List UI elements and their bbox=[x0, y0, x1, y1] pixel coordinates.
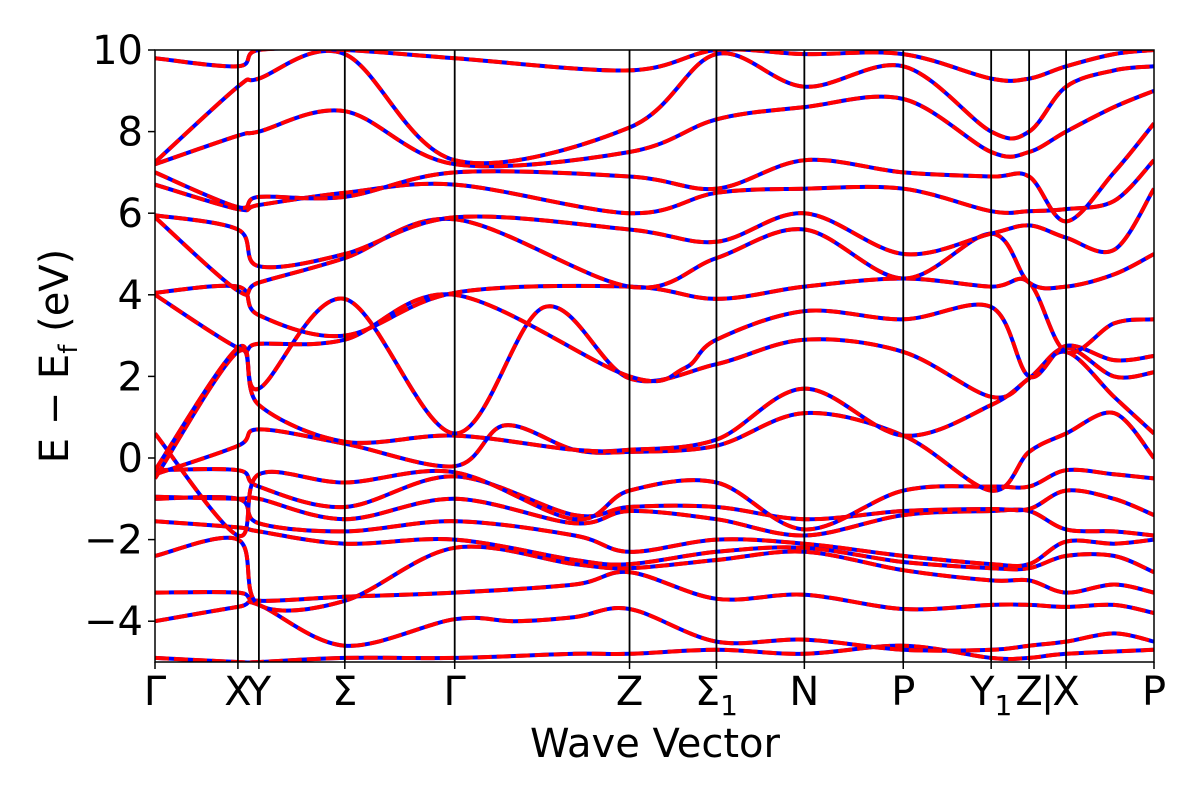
x-axis-label: Wave Vector bbox=[530, 721, 781, 767]
band-13-red bbox=[155, 276, 1154, 355]
x-tick-label-2: Y bbox=[246, 669, 272, 715]
band-12-blue bbox=[155, 292, 1154, 384]
band-19-red bbox=[155, 50, 1154, 166]
plot-frame bbox=[154, 49, 1155, 663]
x-tick-label-9: Y1 bbox=[969, 669, 1012, 722]
band-20-red bbox=[155, 50, 1154, 83]
band-2-red bbox=[155, 569, 1154, 615]
band-4-blue bbox=[155, 519, 1154, 575]
y-tick-label-2: 0 bbox=[118, 436, 143, 482]
band-20-blue bbox=[155, 50, 1154, 83]
band-10-red bbox=[155, 348, 1154, 480]
band-3-red bbox=[155, 535, 1154, 613]
high-symmetry-lines bbox=[237, 50, 1067, 662]
band-9-red bbox=[155, 410, 1154, 493]
band-8-blue bbox=[155, 432, 1154, 538]
y-tick-label-4: 4 bbox=[118, 273, 143, 319]
y-tick-label-1: −2 bbox=[84, 518, 143, 564]
y-tick-label-6: 8 bbox=[118, 110, 143, 156]
x-tick-label-8: P bbox=[891, 669, 915, 715]
x-tick-label-12: P bbox=[1142, 669, 1166, 715]
band-16-red bbox=[155, 158, 1154, 216]
x-tick-label-3: Σ bbox=[332, 669, 357, 715]
band-13-blue bbox=[155, 276, 1154, 355]
path-break-mark: | bbox=[1041, 669, 1054, 715]
y-tick-label-0: −4 bbox=[84, 599, 143, 645]
x-tick-label-10: Z bbox=[1015, 669, 1042, 715]
x-tick-label-0: Γ bbox=[144, 669, 167, 715]
bands-layer bbox=[155, 50, 1154, 662]
band-15-blue bbox=[155, 187, 1154, 270]
band-17-red bbox=[155, 122, 1154, 224]
y-tick-label-3: 2 bbox=[118, 354, 143, 400]
band-16-blue bbox=[155, 158, 1154, 216]
band-6-red bbox=[155, 494, 1154, 538]
y-axis: −4 −2 0 2 4 6 8 10 bbox=[84, 28, 155, 645]
band-1-red bbox=[155, 599, 1154, 653]
y-axis-label: E − Ef (eV) bbox=[32, 249, 84, 464]
band-10-blue bbox=[155, 348, 1154, 480]
x-tick-label-4: Γ bbox=[444, 669, 467, 715]
band-5-red bbox=[155, 494, 1154, 569]
band-7-red bbox=[155, 467, 1154, 522]
x-tick-label-1: X bbox=[224, 669, 251, 715]
x-tick-label-7: N bbox=[789, 669, 819, 715]
y-tick-label-5: 6 bbox=[118, 191, 143, 237]
band-15-red bbox=[155, 187, 1154, 270]
x-tick-label-6: Σ1 bbox=[695, 669, 738, 722]
x-axis: Γ XY Σ Γ Z Σ1 N P Y1 Z X P| bbox=[144, 662, 1166, 722]
x-tick-label-11: X bbox=[1052, 669, 1079, 715]
band-12-red bbox=[155, 292, 1154, 384]
y-tick-label-7: 10 bbox=[92, 28, 143, 74]
band-18-red bbox=[155, 88, 1154, 169]
x-tick-label-5: Z bbox=[616, 669, 643, 715]
